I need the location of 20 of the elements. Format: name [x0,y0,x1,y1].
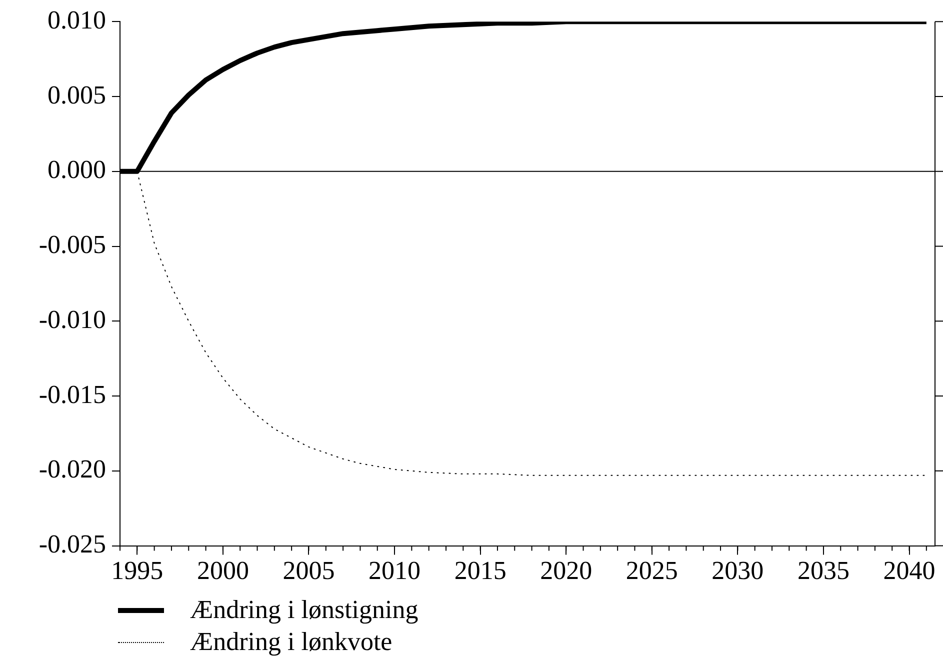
y-tick-label: -0.025 [38,530,106,559]
x-tick-label: 2010 [368,556,421,586]
y-tick-label: -0.005 [38,230,106,260]
x-tick-label: 2025 [626,556,678,586]
legend-label: Ændring i lønkvote [190,626,392,658]
y-tick-label: -0.010 [38,304,106,334]
y-tick-label: 0.005 [48,80,106,110]
x-tick-label: 2040 [883,556,936,586]
x-tick-label: 1995 [111,556,164,586]
x-tick-label: 2035 [797,556,850,586]
y-tick-label: -0.020 [38,454,106,484]
y-tick-label: -0.015 [38,380,106,409]
x-tick-label: 2015 [454,556,506,586]
x-tick-label: 2020 [540,556,592,586]
legend-label: Ændring i lønstigning [190,594,418,626]
y-tick-label: 0.000 [48,155,106,184]
x-tick-label: 2000 [196,556,249,586]
x-tick-label: 2030 [712,556,764,586]
y-tick-label: 0.010 [48,5,106,34]
x-tick-label: 2005 [282,556,335,586]
